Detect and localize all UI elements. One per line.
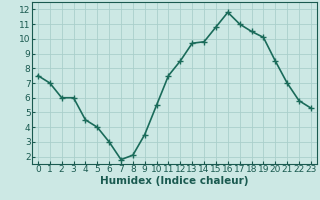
X-axis label: Humidex (Indice chaleur): Humidex (Indice chaleur) [100, 176, 249, 186]
